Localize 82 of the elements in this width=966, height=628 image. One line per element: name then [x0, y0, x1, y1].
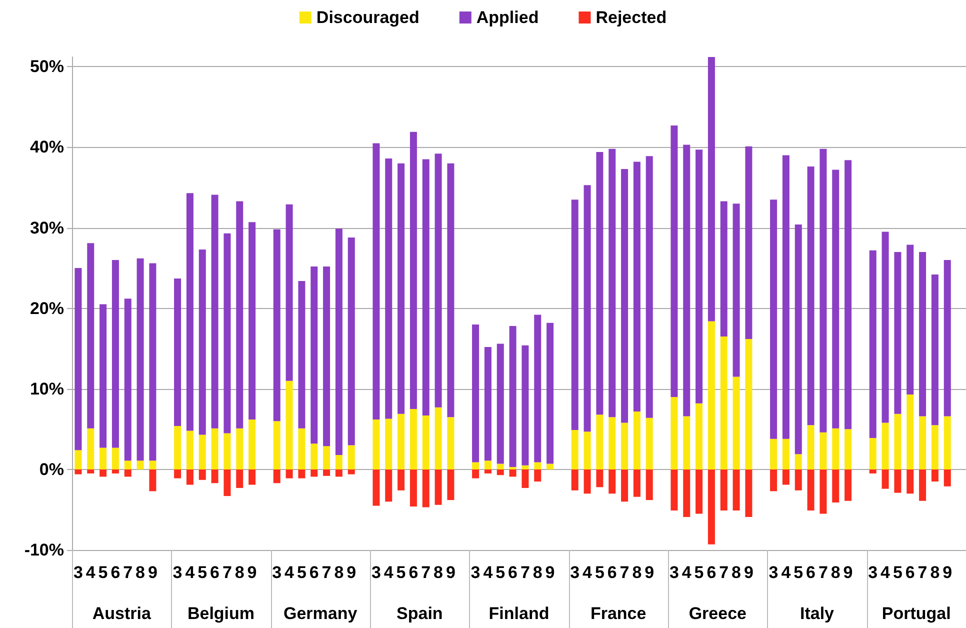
x-tick-label: 3 [73, 563, 83, 582]
x-tick-label: 5 [892, 563, 902, 582]
y-tick-label: 20% [30, 298, 64, 318]
x-tick-label: 3 [570, 563, 580, 582]
x-tick-label: 5 [198, 563, 208, 582]
x-tick-label: 7 [222, 563, 232, 582]
x-tick-label: 4 [781, 563, 792, 582]
x-tick-label: 5 [496, 563, 506, 582]
y-tick-label: 10% [30, 379, 64, 398]
x-tick-label: 4 [483, 563, 494, 582]
x-tick-label: 3 [868, 563, 878, 582]
x-tick-label: 5 [794, 563, 804, 582]
text: Finland [488, 604, 550, 623]
x-tick-label: 8 [732, 563, 742, 582]
x-tick-label: 4 [384, 563, 394, 582]
x-tick-label: 4 [86, 563, 96, 582]
x-tick-label: 8 [930, 563, 940, 582]
x-tick-label: 9 [644, 563, 654, 582]
x-tick-label: 6 [309, 563, 319, 582]
x-tick-label: 9 [346, 563, 356, 582]
x-tick-label: 8 [136, 563, 146, 582]
x-tick-label: 9 [545, 563, 555, 582]
legend-label: Discouraged [316, 8, 420, 27]
text: Spain [396, 604, 443, 623]
x-tick-label: 6 [905, 563, 915, 582]
text: France [590, 604, 646, 623]
x-tick-label: 7 [818, 563, 828, 582]
x-tick-label: 7 [421, 563, 431, 582]
x-tick-label: 7 [322, 563, 332, 582]
legend-label: Rejected [596, 8, 667, 27]
x-tick-label: 6 [408, 563, 418, 582]
y-tick-label: -10% [24, 540, 64, 560]
x-tick-label: 6 [110, 563, 120, 582]
x-tick-label: 8 [334, 563, 344, 582]
x-tick-label: 3 [371, 563, 381, 582]
x-tick-label: 9 [942, 563, 952, 582]
x-tick-label: 4 [682, 563, 692, 582]
x-tick-label: 8 [632, 563, 642, 582]
y-tick-label: 30% [30, 218, 64, 238]
x-tick-label: 3 [172, 563, 182, 582]
x-tick-label: 7 [620, 563, 630, 582]
x-tick-label: 3 [272, 563, 282, 582]
text: Germany [283, 604, 358, 623]
x-tick-label: 8 [434, 563, 444, 582]
x-tick-label: 5 [98, 563, 108, 582]
y-tick-label: 50% [30, 57, 64, 76]
x-tick-label: 9 [843, 563, 853, 582]
x-tick-label: 9 [148, 563, 158, 582]
x-tick-label: 5 [296, 563, 306, 582]
x-tick-label: 9 [247, 563, 257, 582]
text: Italy [800, 604, 835, 623]
x-tick-label: 5 [396, 563, 406, 582]
text: Greece [688, 604, 747, 623]
text: Belgium [187, 604, 255, 623]
x-tick-label: 7 [918, 563, 928, 582]
x-tick-label: 8 [830, 563, 840, 582]
text: Austria [92, 604, 152, 623]
x-tick-label: 7 [719, 563, 729, 582]
x-tick-label: 3 [669, 563, 679, 582]
x-tick-label: 8 [234, 563, 244, 582]
x-tick-label: 9 [744, 563, 754, 582]
legend-label: Applied [476, 8, 539, 27]
x-tick-label: 5 [594, 563, 604, 582]
x-tick-label: 6 [806, 563, 816, 582]
x-tick-label: 4 [582, 563, 593, 582]
x-tick-label: 7 [123, 563, 133, 582]
x-tick-label: 4 [284, 563, 295, 582]
x-tick-label: 8 [532, 563, 542, 582]
x-tick-label: 6 [210, 563, 220, 582]
x-tick-label: 3 [470, 563, 480, 582]
text: Portugal [882, 604, 951, 623]
x-tick-label: 5 [694, 563, 704, 582]
x-tick-label: 7 [520, 563, 530, 582]
x-tick-label: 4 [880, 563, 891, 582]
y-tick-label: 40% [30, 138, 64, 157]
x-tick-label: 6 [607, 563, 617, 582]
x-tick-label: 6 [706, 563, 716, 582]
y-tick-label: 0% [39, 460, 64, 479]
x-tick-label: 4 [185, 563, 196, 582]
x-tick-label: 6 [508, 563, 518, 582]
x-tick-label: 3 [768, 563, 778, 582]
x-tick-label: 9 [446, 563, 456, 582]
